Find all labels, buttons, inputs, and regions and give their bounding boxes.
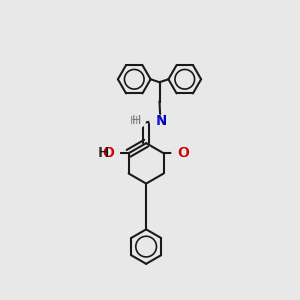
Text: O: O — [178, 146, 189, 160]
Circle shape — [106, 147, 119, 160]
Text: N: N — [156, 114, 166, 128]
Text: H: H — [131, 114, 141, 128]
Text: N: N — [157, 114, 167, 128]
Circle shape — [132, 114, 145, 128]
Text: H: H — [98, 146, 108, 160]
Circle shape — [172, 147, 185, 160]
Text: H: H — [98, 146, 109, 160]
Text: H: H — [130, 116, 139, 126]
Circle shape — [150, 114, 163, 128]
Text: O: O — [177, 146, 188, 160]
Text: O: O — [103, 146, 114, 160]
Text: O: O — [102, 146, 113, 160]
